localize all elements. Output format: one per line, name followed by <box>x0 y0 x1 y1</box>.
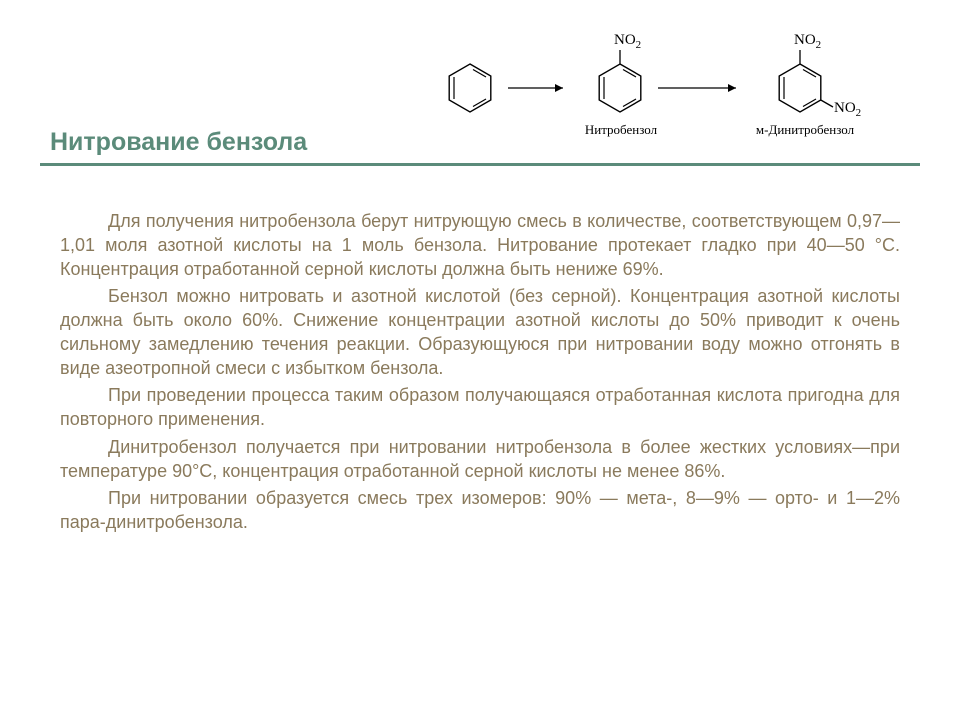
no2-label-2: NO2 <box>794 32 821 51</box>
paragraph: Для получения нитробензола берут нитрующ… <box>60 210 900 281</box>
paragraph: Динитробензол получается при нитровании … <box>60 436 900 484</box>
paragraph: При нитровании образуется смесь трех изо… <box>60 487 900 535</box>
paragraph: При проведении процесса таким образом по… <box>60 384 900 432</box>
no2-label-1: NO2 <box>614 32 641 51</box>
page-title: Нитрование бензола <box>40 128 307 163</box>
paragraph: Бензол можно нитровать и азотной кислото… <box>60 285 900 380</box>
body-text: Для получения нитробензола берут нитрующ… <box>60 210 900 539</box>
title-underline: Нитрование бензола <box>40 128 920 166</box>
no2-label-3: NO2 <box>834 100 861 119</box>
